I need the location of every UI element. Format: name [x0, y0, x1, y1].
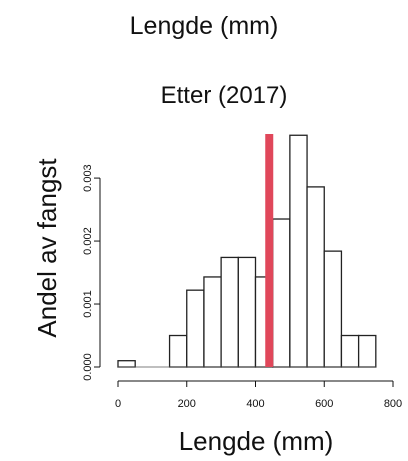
histogram-bar-3 — [168, 334, 188, 368]
x-tick-label-3: 600 — [315, 398, 333, 410]
y-tick-label-2: 0.002 — [82, 227, 94, 255]
y-axis: 0.000 0.001 0.002 0.003 — [82, 164, 101, 381]
histogram-bar-9 — [272, 218, 291, 368]
histogram-bars — [117, 134, 377, 368]
chart-title: Etter (2017) — [160, 82, 288, 109]
y-tick-label-3: 0.003 — [82, 164, 94, 192]
y-tick-label-1: 0.001 — [82, 290, 94, 318]
figure-title: Lengde (mm) — [129, 12, 279, 40]
x-tick-label-1: 200 — [178, 398, 196, 410]
histogram-bar-10 — [289, 134, 308, 368]
x-axis: 0 200 400 600 800 — [115, 380, 402, 410]
x-tick-label-0: 0 — [115, 398, 121, 410]
histogram-bar-12 — [323, 250, 343, 368]
y-axis-label: Andel av fangst — [32, 158, 62, 338]
histogram-bar-11 — [306, 186, 325, 368]
histogram-bar-13 — [340, 334, 360, 368]
histogram-bar-7 — [237, 256, 257, 368]
histogram-bar-4 — [186, 289, 205, 368]
x-tick-label-4: 800 — [384, 398, 402, 410]
x-tick-label-2: 400 — [246, 398, 264, 410]
x-axis-label: Lengde (mm) — [179, 426, 334, 456]
histogram-bar-14 — [357, 334, 377, 368]
y-tick-label-0: 0.000 — [82, 353, 94, 381]
histogram-bar-6 — [220, 256, 239, 368]
histogram-bar-5 — [203, 276, 222, 368]
histogram-bar-0 — [117, 360, 136, 368]
